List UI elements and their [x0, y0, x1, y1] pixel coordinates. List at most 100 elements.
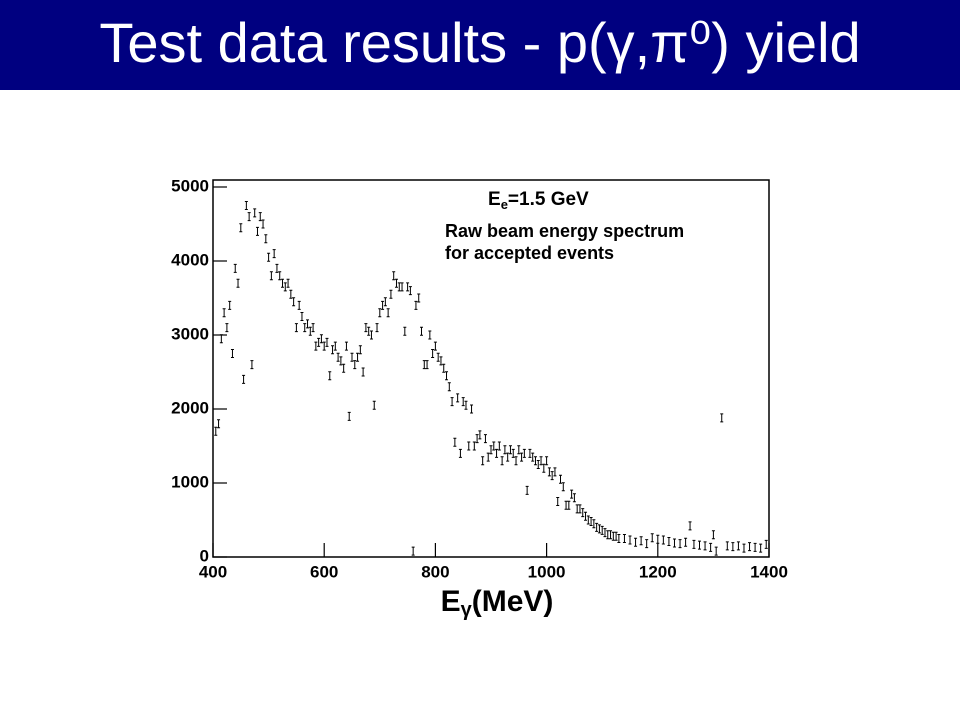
- slide-title: Test data results - p(γ,π⁰) yield: [99, 11, 860, 74]
- energy-e: E: [488, 189, 501, 210]
- data-point: [328, 371, 332, 381]
- data-point: [709, 542, 713, 552]
- data-point: [372, 400, 376, 410]
- data-point: [314, 341, 318, 351]
- data-point: [522, 448, 526, 458]
- data-point: [511, 448, 515, 458]
- data-point: [486, 452, 490, 462]
- data-point: [589, 516, 593, 526]
- data-point: [389, 289, 393, 299]
- x-axis-label-sub: γ: [461, 599, 473, 621]
- data-point: [481, 456, 485, 466]
- data-point: [764, 539, 768, 549]
- data-point: [759, 543, 763, 553]
- data-point: [272, 249, 276, 259]
- data-point: [570, 489, 574, 499]
- data-point: [586, 515, 590, 525]
- data-point: [222, 308, 226, 318]
- data-point: [431, 349, 435, 358]
- data-point: [275, 263, 279, 273]
- data-point: [344, 341, 348, 351]
- data-point: [289, 289, 293, 299]
- data-point: [472, 441, 476, 451]
- data-point: [550, 471, 554, 481]
- x-axis-label-unit: (MeV): [472, 585, 554, 618]
- data-point: [253, 208, 257, 218]
- data-point: [684, 537, 688, 547]
- data-point: [364, 323, 368, 333]
- data-point: [547, 467, 551, 477]
- x-axis-label: Eγ(MeV): [441, 585, 554, 621]
- data-point: [672, 538, 676, 548]
- data-point: [611, 531, 615, 541]
- data-point: [242, 374, 246, 384]
- data-point: [397, 282, 401, 292]
- data-point: [553, 467, 557, 477]
- annotation-line: for accepted events: [445, 243, 614, 263]
- data-point: [381, 300, 385, 310]
- data-point: [603, 528, 607, 538]
- data-point: [703, 541, 707, 551]
- data-point: [386, 308, 390, 318]
- data-point: [378, 308, 382, 318]
- data-point: [445, 371, 449, 381]
- data-point: [500, 456, 504, 466]
- data-point: [433, 341, 437, 351]
- data-point: [347, 411, 351, 421]
- data-point: [294, 323, 298, 333]
- data-point: [656, 534, 660, 544]
- data-point: [753, 542, 757, 552]
- data-point: [528, 448, 532, 458]
- data-point: [319, 334, 323, 344]
- data-point: [400, 282, 404, 292]
- data-point: [239, 223, 243, 233]
- data-point: [261, 219, 265, 229]
- data-point: [561, 482, 565, 492]
- x-tick-label: 800: [421, 562, 449, 581]
- data-point: [267, 252, 271, 262]
- x-tick-label: 1200: [639, 562, 677, 581]
- data-point: [539, 456, 543, 466]
- data-point: [331, 345, 335, 355]
- data-point: [464, 400, 468, 410]
- data-point: [428, 330, 432, 340]
- data-point: [531, 452, 535, 462]
- data-point: [306, 319, 310, 329]
- data-point: [442, 363, 446, 373]
- data-point: [470, 404, 474, 414]
- x-tick-label: 1000: [528, 562, 566, 581]
- data-point: [322, 341, 326, 351]
- data-point: [264, 234, 268, 244]
- data-point: [525, 485, 529, 495]
- y-tick-label: 2000: [171, 398, 209, 417]
- data-point: [514, 456, 518, 466]
- data-point: [278, 271, 282, 281]
- data-point: [634, 537, 638, 547]
- data-point: [361, 367, 365, 377]
- data-point: [233, 263, 237, 273]
- data-point: [492, 441, 496, 451]
- data-point: [731, 542, 735, 552]
- data-point: [417, 293, 421, 303]
- data-point: [622, 534, 626, 543]
- data-point: [228, 300, 232, 310]
- data-point: [369, 330, 373, 340]
- data-point: [403, 326, 407, 336]
- data-point: [436, 352, 440, 362]
- data-point: [336, 352, 340, 362]
- energy-annotation: Ee=1.5 GeV: [488, 189, 589, 212]
- data-point: [503, 445, 507, 455]
- data-point: [742, 543, 746, 553]
- data-point: [489, 445, 493, 455]
- data-point: [628, 535, 632, 545]
- data-point: [325, 337, 329, 347]
- data-point: [506, 452, 510, 462]
- data-point: [650, 533, 654, 543]
- y-tick-label: 4000: [171, 250, 209, 269]
- y-tick-label: 1000: [171, 472, 209, 491]
- y-tick-label: 5000: [171, 176, 209, 195]
- data-point: [536, 460, 540, 469]
- data-point: [495, 448, 499, 458]
- data-point: [609, 530, 613, 540]
- data-point: [303, 323, 307, 333]
